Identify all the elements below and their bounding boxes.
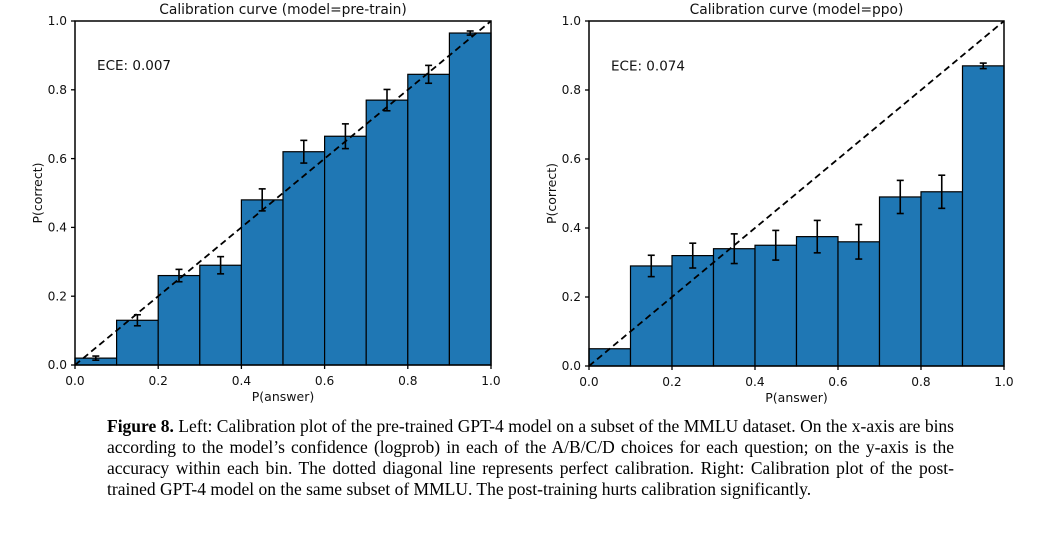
bar-bin-4 (754, 244, 798, 367)
chart-svg-0: 0.0 0.2 0.4 0.6 0.8 1.0 0.0 0.2 0.4 0.6 0.8 1.0 Cali… (30, 2, 501, 404)
x-tick-label-5: 1.0 (994, 375, 1013, 389)
chart-title: Calibration curve (model=ppo) (690, 2, 904, 18)
bar-bin-0 (588, 348, 632, 367)
y-tick-label-2: 0.4 (48, 221, 68, 235)
bar-bin-9 (961, 65, 1005, 367)
figure-caption-label: Figure 8. (107, 416, 174, 436)
ece-annotation: ECE: 0.007 (97, 58, 171, 74)
perfect-calibration-line (74, 20, 492, 366)
x-tick-label-0: 0.0 (579, 375, 598, 389)
x-tick-label-3: 0.6 (828, 375, 847, 389)
y-tick-label-1: 0.2 (562, 290, 581, 304)
bar-bin-5 (795, 236, 839, 367)
y-tick-label-4: 0.8 (562, 83, 581, 97)
y-tick-label-2: 0.4 (562, 221, 582, 235)
bar-bin-7 (878, 196, 922, 367)
ece-annotation: ECE: 0.074 (611, 58, 685, 74)
y-tick-label-3: 0.6 (562, 152, 581, 166)
y-tick-label-0: 0.0 (48, 358, 67, 372)
x-tick-label-1: 0.2 (662, 375, 681, 389)
bar-bin-3 (712, 248, 756, 367)
bar-bin-2 (671, 255, 715, 367)
bar-bin-4 (240, 199, 284, 366)
y-tick-label-5: 1.0 (562, 14, 581, 28)
calibration-chart-ppo: 0.0 0.2 0.4 0.6 0.8 1.0 0.0 0.2 0.4 0.6 0.8 1.0 Cali… (527, 0, 1054, 410)
y-tick-label-0: 0.0 (562, 359, 581, 373)
bar-bin-6 (324, 135, 367, 366)
bar-bin-1 (629, 265, 673, 367)
bar-bin-6 (837, 241, 881, 367)
bar-bin-7 (365, 99, 409, 366)
bar-bin-5 (282, 151, 326, 366)
bar-bin-1 (115, 319, 159, 366)
chart-svg-1: 0.0 0.2 0.4 0.6 0.8 1.0 0.0 0.2 0.4 0.6 0.8 1.0 Cali… (544, 2, 1014, 405)
y-tick-label-5: 1.0 (48, 14, 67, 28)
x-tick-label-2: 0.4 (232, 374, 252, 388)
bar-bin-3 (199, 264, 243, 366)
x-tick-label-1: 0.2 (149, 374, 168, 388)
perfect-calibration-line (588, 20, 1005, 367)
figure-caption-text: Left: Calibration plot of the pre-traine… (107, 416, 954, 499)
y-tick-label-1: 0.2 (48, 289, 67, 303)
chart-title: Calibration curve (model=pre-train) (159, 2, 407, 18)
x-tick-label-4: 0.8 (398, 374, 417, 388)
axes-frame (588, 20, 1005, 367)
x-tick-label-3: 0.6 (315, 374, 334, 388)
bar-bin-2 (157, 274, 201, 366)
x-tick-label-2: 0.4 (745, 375, 765, 389)
y-axis-label: P(correct) (544, 163, 559, 224)
y-axis-label: P(correct) (30, 162, 45, 223)
bar-bin-8 (920, 191, 964, 367)
y-tick-label-3: 0.6 (48, 152, 67, 166)
figure-caption: Figure 8. Left: Calibration plot of the … (107, 416, 954, 500)
y-tick-label-4: 0.8 (48, 83, 67, 97)
x-axis-label: P(answer) (765, 390, 827, 405)
x-axis-label: P(answer) (252, 389, 314, 404)
x-tick-label-5: 1.0 (481, 374, 500, 388)
charts-row: 0.0 0.2 0.4 0.6 0.8 1.0 0.0 0.2 0.4 0.6 0.8 1.0 Cali… (0, 0, 1054, 410)
calibration-chart-pretrain: 0.0 0.2 0.4 0.6 0.8 1.0 0.0 0.2 0.4 0.6 0.8 1.0 Cali… (0, 0, 527, 410)
axes-frame (74, 20, 492, 366)
x-tick-label-4: 0.8 (911, 375, 930, 389)
bar-bin-8 (407, 73, 450, 366)
x-tick-label-0: 0.0 (65, 374, 84, 388)
bar-bin-9 (448, 32, 492, 366)
